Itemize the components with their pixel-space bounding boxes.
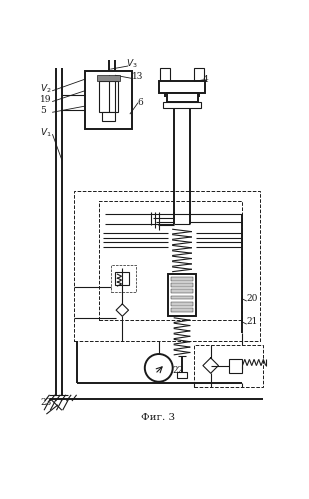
Text: 19: 19 (40, 95, 52, 104)
Bar (102, 112, 115, 121)
Bar (171, 295, 193, 299)
Bar (97, 75, 120, 81)
Bar (171, 277, 193, 281)
Text: 21: 21 (246, 317, 258, 326)
Bar (74, 191, 260, 341)
Text: 4: 4 (203, 75, 209, 84)
Bar (111, 265, 136, 292)
Bar (163, 102, 201, 108)
Text: 13: 13 (132, 72, 143, 81)
Bar (167, 93, 197, 102)
Bar (194, 67, 204, 83)
Bar (171, 302, 193, 305)
Bar (99, 201, 243, 320)
Text: 6: 6 (138, 98, 144, 107)
Text: 23: 23 (40, 398, 51, 407)
Bar (171, 283, 193, 287)
Bar (168, 274, 196, 316)
Text: $V_3$: $V_3$ (126, 57, 138, 70)
Bar (99, 81, 118, 112)
Bar (177, 372, 187, 378)
Bar (159, 81, 205, 93)
Text: $V_2$: $V_2$ (40, 83, 52, 95)
Bar (160, 67, 170, 83)
Text: 20: 20 (246, 294, 258, 303)
Bar (115, 271, 129, 285)
Text: Фиг. 3: Фиг. 3 (141, 414, 175, 423)
Text: 22: 22 (173, 366, 184, 375)
Bar (171, 308, 193, 312)
Text: 5: 5 (40, 106, 46, 115)
Bar (228, 359, 243, 372)
Bar (194, 345, 263, 387)
Text: $V_1$: $V_1$ (40, 127, 52, 139)
Bar (171, 289, 193, 293)
Bar (85, 71, 132, 129)
